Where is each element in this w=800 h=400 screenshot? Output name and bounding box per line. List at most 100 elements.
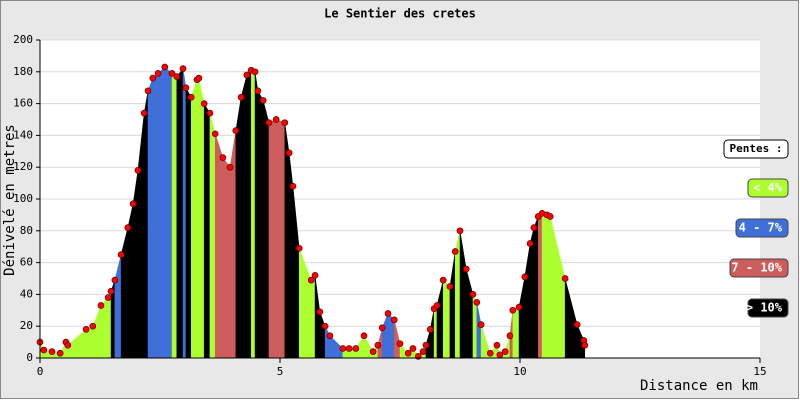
point-marker [281,119,289,127]
point-marker [307,276,315,284]
point-marker [140,109,148,117]
point-marker [285,149,293,157]
point-marker [104,294,112,301]
slope-segment [537,212,543,359]
y-tick-label: 80 [20,224,33,237]
y-tick-label: 60 [20,256,33,269]
point-marker [117,251,125,258]
point-marker [272,116,280,123]
legend-swatch [747,178,789,198]
point-marker [486,349,494,357]
point-marker [206,109,214,117]
point-marker [378,324,386,332]
point-marker [326,332,334,340]
point-marker [200,100,208,107]
point-marker [515,303,523,311]
y-tick-label: 200 [13,33,33,46]
point-marker [446,283,454,290]
y-axis-label: Dénivelé en metres [2,124,18,276]
axes: 0 20 40 60 80 100 120 140 160 180 200 0 5 10 15 [13,33,767,378]
point-marker [321,322,329,330]
point-marker [422,341,430,349]
legend-swatch [729,258,789,278]
y-tick-label: 100 [13,192,33,205]
point-marker [404,349,412,357]
point-marker [251,68,259,76]
point-marker [433,302,441,309]
slope-segment [222,156,231,359]
point-marker [48,348,56,355]
slope-segment [546,214,551,359]
point-marker [107,287,115,295]
point-marker [360,332,368,340]
point-marker [195,74,203,82]
slope-segment [240,74,248,359]
slope-segment [268,119,277,359]
slope-segment [250,69,256,359]
point-marker [526,240,534,247]
point-marker [289,182,297,190]
point-marker [456,227,464,235]
point-marker [111,276,119,284]
point-marker [124,224,132,231]
slope-segment [171,72,178,359]
x-tick-label: 10 [513,365,526,378]
point-marker [439,276,447,284]
point-marker [154,70,162,77]
point-marker [414,353,422,360]
slope-segment [257,89,264,359]
point-marker [374,341,382,349]
slope-segment [214,133,224,359]
y-tick-label: 20 [20,319,33,332]
point-marker [237,93,245,101]
slope-segment [147,78,154,359]
slope-segment [284,122,290,359]
point-marker [211,130,219,138]
legend-label: 4 - 7% [739,221,783,235]
markers [36,63,589,360]
point-marker [40,346,48,354]
point-marker [477,321,485,328]
point-marker [97,302,105,309]
point-marker [384,310,392,317]
y-tick-label: 40 [20,287,33,300]
slope-segment [209,113,216,359]
point-marker [82,326,90,333]
slope-segment [203,102,211,359]
point-marker [546,213,554,220]
point-marker [573,321,581,328]
x-tick-label: 15 [753,365,766,378]
point-marker [473,299,481,306]
point-marker [226,163,234,171]
point-marker [509,306,517,314]
point-marker [64,341,72,349]
point-marker [232,127,240,134]
point-marker [187,93,195,101]
point-marker [219,154,227,162]
point-marker [179,65,187,72]
legend-label: < 4% [753,181,783,195]
point-marker [352,345,360,352]
slope-segment [533,216,539,359]
point-marker [581,341,589,349]
point-marker [426,326,434,333]
slope-segment [246,69,252,359]
point-marker [462,265,470,273]
slope-segment [185,86,192,359]
slope-segment [107,291,112,359]
slope-segment [176,67,184,359]
slope-segment [512,306,520,359]
slope-segment [196,77,200,359]
slope-segment [310,274,316,359]
point-marker [161,63,169,71]
point-marker [530,224,538,231]
point-marker [295,244,303,252]
point-marker [493,341,501,349]
point-marker [469,291,477,298]
slope-segment [275,119,286,359]
x-tick-label: 5 [277,365,284,378]
point-marker [496,351,504,359]
point-marker [501,348,509,355]
point-marker [345,345,353,352]
